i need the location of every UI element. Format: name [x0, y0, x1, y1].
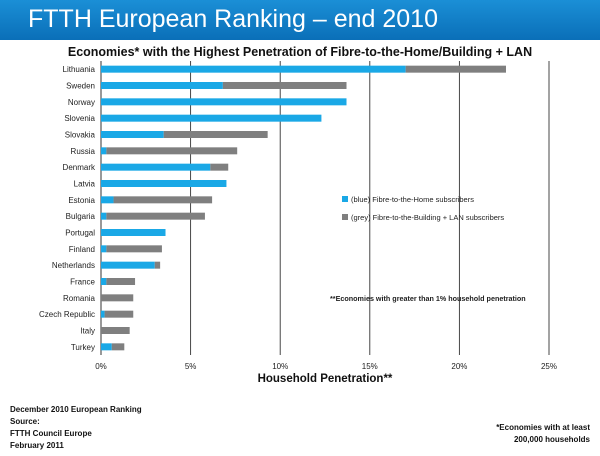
bar-ftth: [101, 82, 223, 89]
bar-ftth: [101, 65, 406, 73]
bar-ftth: [101, 245, 107, 253]
legend-label-ftth: (blue) Fibre-to-the-Home subscribers: [351, 195, 474, 204]
footer-line: FTTH Council Europe: [10, 429, 92, 438]
bar-ftth: [101, 147, 107, 155]
category-label: Romania: [63, 294, 96, 303]
bar-ftth: [101, 114, 322, 122]
category-label: Russia: [71, 147, 96, 156]
legend-swatch-fttb-lan: [342, 214, 348, 220]
category-label: Latvia: [74, 180, 96, 189]
bar-ftth: [101, 229, 166, 236]
category-labels: Lithuania Sweden Norway Slovenia Slovakia Rus…: [39, 65, 96, 352]
bar-ftth: [101, 98, 347, 106]
source-footer: December 2010 European Ranking Source: F…: [10, 404, 142, 452]
bar-fttb-lan: [106, 245, 162, 253]
category-label: Slovenia: [64, 114, 95, 123]
category-label: Sweden: [66, 82, 95, 91]
bar-ftth: [101, 261, 155, 269]
x-tick-label: 15%: [362, 362, 378, 371]
bar-fttb-lan: [101, 294, 134, 302]
bar-fttb-lan: [222, 82, 347, 89]
footer-line: Source:: [10, 417, 40, 426]
bar-fttb-lan: [154, 261, 161, 269]
bar-fttb-lan: [106, 212, 205, 220]
category-label: Norway: [68, 98, 95, 107]
bar-ftth: [101, 343, 112, 351]
bar-fttb-lan: [101, 327, 130, 334]
category-label: Portugal: [65, 229, 95, 238]
category-label: Slovakia: [65, 131, 96, 140]
bar-ftth: [101, 180, 227, 187]
footnote-line: *Economies with at least: [496, 423, 590, 432]
x-tick-labels: 0% 5% 10% 15% 20% 25%: [95, 362, 557, 371]
x-tick-label: 5%: [185, 362, 197, 371]
page-title: FTTH European Ranking – end 2010: [28, 5, 438, 33]
bar-fttb-lan: [106, 147, 238, 155]
category-label: Czech Republic: [39, 310, 95, 319]
bar-fttb-lan: [405, 65, 506, 73]
bar-fttb-lan: [163, 131, 268, 138]
category-label: Estonia: [68, 196, 95, 205]
bar-ftth: [101, 212, 107, 220]
category-label: Denmark: [63, 163, 96, 172]
legend-label-fttb-lan: (grey) Fibre-to-the-Building + LAN subsc…: [351, 213, 504, 222]
category-label: Lithuania: [63, 65, 96, 74]
title-banner: FTTH European Ranking – end 2010: [0, 0, 600, 40]
bar-ftth: [101, 163, 211, 171]
legend: (blue) Fibre-to-the-Home subscribers (gr…: [342, 195, 504, 222]
category-label: Turkey: [71, 343, 95, 352]
category-label: Italy: [80, 327, 95, 336]
penetration-note: **Economies with greater than 1% househo…: [330, 294, 526, 303]
category-label: France: [70, 278, 95, 287]
footer-line: February 2011: [10, 441, 64, 450]
footnote-line: 200,000 households: [513, 435, 590, 444]
bar-ftth: [101, 196, 114, 204]
x-tick-label: 0%: [95, 362, 107, 371]
chart-title: Economies* with the Highest Penetration …: [68, 45, 532, 59]
bar-fttb-lan: [210, 163, 229, 171]
x-tick-label: 10%: [272, 362, 288, 371]
bar-fttb-lan: [113, 196, 213, 204]
x-tick-label: 20%: [451, 362, 467, 371]
legend-swatch-fttH: [342, 196, 348, 202]
bar-ftth: [101, 310, 105, 318]
households-footnote: *Economies with at least 200,000 househo…: [496, 422, 590, 446]
footer-line: December 2010 European Ranking: [10, 405, 142, 414]
x-tick-label: 25%: [541, 362, 557, 371]
bar-fttb-lan: [111, 343, 125, 351]
x-axis-title: Household Penetration**: [258, 373, 393, 385]
bar-ftth: [101, 278, 107, 285]
bar-fttb-lan: [106, 278, 136, 285]
category-label: Bulgaria: [66, 212, 96, 221]
bars: [101, 65, 506, 351]
category-label: Netherlands: [52, 261, 95, 270]
grid-lines: [100, 61, 550, 355]
bar-ftth: [101, 131, 164, 138]
bar-fttb-lan: [104, 310, 134, 318]
ftth-ranking-chart: Economies* with the Highest Penetration …: [39, 45, 557, 385]
category-label: Finland: [69, 245, 95, 254]
